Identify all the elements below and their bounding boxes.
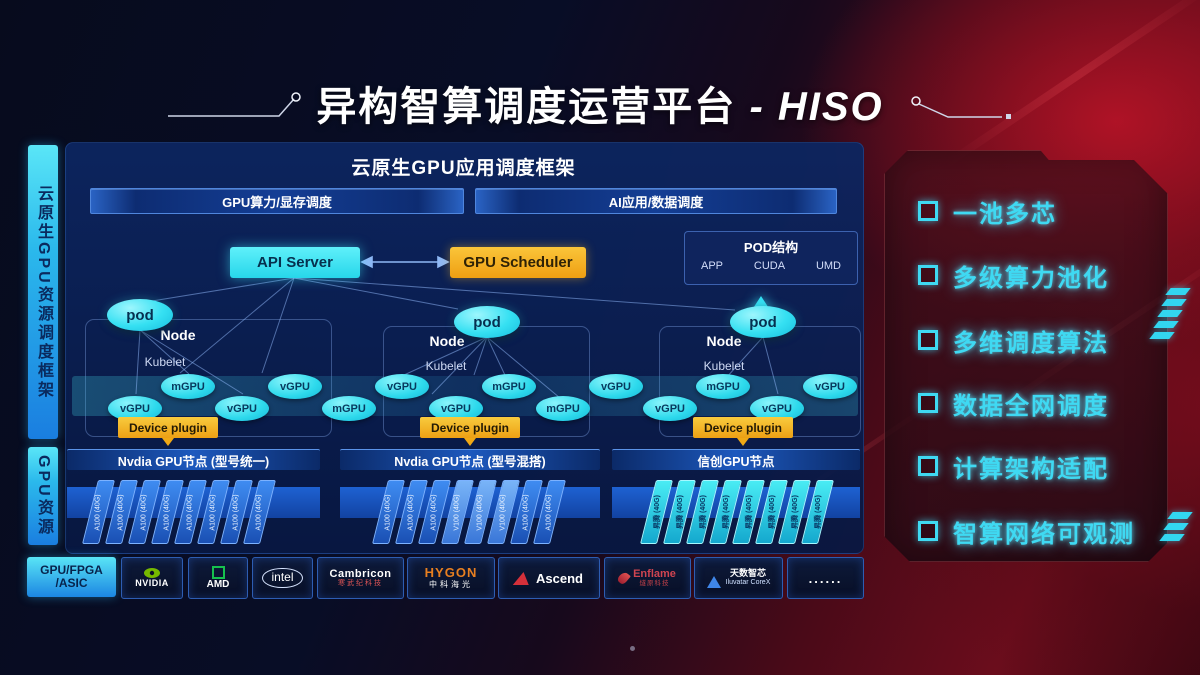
gpu-ellipse: vGPU bbox=[589, 374, 643, 399]
pod-structure-box: POD结构 APP CUDA UMD bbox=[684, 231, 858, 285]
sidebar-gpu-resource-label: GPU资源 bbox=[35, 455, 52, 537]
page-title: 异构智算调度运营平台 - HISO bbox=[0, 74, 1200, 132]
feature-item: 一池多芯 bbox=[918, 196, 1057, 226]
features-panel: 一池多芯 多级算力池化 多维调度算法 数据全网调度 计算架构适配 智算网络可观测 bbox=[884, 150, 1168, 562]
gpu-ellipse: vGPU bbox=[375, 374, 429, 399]
bottom-dot-decoration bbox=[630, 646, 635, 651]
vendor-more: ...... bbox=[787, 557, 864, 599]
device-plugin-badge-1: Device plugin bbox=[118, 417, 218, 438]
device-plugin-badge-3: Device plugin bbox=[693, 417, 793, 438]
gpu-scheduler-box: GPU Scheduler bbox=[450, 247, 586, 278]
kubelet-label-2: Kubelet bbox=[425, 359, 467, 373]
api-server-box: API Server bbox=[230, 247, 360, 278]
node-label-1: Node bbox=[160, 327, 196, 343]
feature-item: 智算网络可观测 bbox=[918, 516, 1135, 546]
sidebar-gpu-resource-bar: GPU资源 bbox=[28, 447, 58, 545]
feature-item: 多维调度算法 bbox=[918, 325, 1109, 355]
vendor-iluvatar: 天数智芯 Iluvatar CoreX bbox=[694, 557, 783, 599]
nvidia-logo-icon bbox=[143, 568, 160, 579]
gpu-section-header-1: Nvdia GPU节点 (型号统一) bbox=[67, 449, 320, 470]
sidebar-hardware-box: GPU/FPGA /ASIC bbox=[27, 557, 116, 597]
kubelet-label-1: Kubelet bbox=[144, 355, 186, 369]
vendor-enflame: Enflame 燧原科技 bbox=[604, 557, 691, 599]
checkbox-icon bbox=[918, 265, 938, 285]
vendor-intel: intel bbox=[252, 557, 313, 599]
hardware-label-line1: GPU/FPGA bbox=[40, 563, 103, 577]
gpu-ellipse: vGPU bbox=[108, 396, 162, 421]
gpu-ellipse: mGPU bbox=[696, 374, 750, 399]
gpu-ellipse: mGPU bbox=[482, 374, 536, 399]
gpu-section-header-2: Nvdia GPU节点 (型号混搭) bbox=[340, 449, 600, 470]
vendor-hygon: HYGON 中科海光 bbox=[407, 557, 495, 599]
page-title-en: - HISO bbox=[749, 85, 884, 129]
gpu-compute-scheduling-bar: GPU算力/显存调度 bbox=[90, 188, 464, 214]
pod-ellipse-2: pod bbox=[454, 306, 520, 338]
vendor-ascend: Ascend bbox=[498, 557, 600, 599]
checkbox-icon bbox=[918, 521, 938, 541]
iluvatar-triangle-icon bbox=[706, 569, 721, 588]
gpu-ellipse: vGPU bbox=[643, 396, 697, 421]
intel-logo-icon: intel bbox=[262, 568, 303, 588]
gpu-ellipse: vGPU bbox=[268, 374, 322, 399]
vendor-cambricon: Cambricon 寒武纪科技 bbox=[317, 557, 404, 599]
feature-item: 多级算力池化 bbox=[918, 260, 1109, 290]
sidebar-framework-label: 云原生GPU资源调度框架 bbox=[35, 184, 52, 400]
gpu-ellipse: mGPU bbox=[322, 396, 376, 421]
framework-panel-title: 云原生GPU应用调度框架 bbox=[351, 158, 576, 179]
pod-structure-title: POD结构 bbox=[743, 240, 799, 255]
gpu-ellipse: mGPU bbox=[161, 374, 215, 399]
checkbox-icon bbox=[918, 456, 938, 476]
node-label-2: Node bbox=[429, 333, 465, 349]
device-plugin-badge-2: Device plugin bbox=[420, 417, 520, 438]
gpu-ellipse: vGPU bbox=[215, 396, 269, 421]
sidebar-framework-bar: 云原生GPU资源调度框架 bbox=[28, 145, 58, 439]
node-label-3: Node bbox=[706, 333, 742, 349]
pod-ellipse-1: pod bbox=[107, 299, 173, 331]
gpu-section-header-3: 信创GPU节点 bbox=[612, 449, 860, 470]
amd-logo-icon bbox=[211, 566, 225, 579]
page-title-zh: 异构智算调度运营平台 bbox=[316, 85, 737, 129]
vendor-amd: AMD bbox=[188, 557, 248, 599]
gpu-ellipse: vGPU bbox=[803, 374, 857, 399]
checkbox-icon bbox=[918, 201, 938, 221]
feature-item: 计算架构适配 bbox=[918, 451, 1109, 481]
hardware-label-line2: /ASIC bbox=[55, 576, 88, 590]
pod-structure-item-app: APP bbox=[701, 260, 724, 272]
pod-ellipse-3: pod bbox=[730, 306, 796, 338]
checkbox-icon bbox=[918, 330, 938, 350]
ai-data-scheduling-bar: AI应用/数据调度 bbox=[475, 188, 837, 214]
checkbox-icon bbox=[918, 393, 938, 413]
pod-structure-item-cuda: CUDA bbox=[753, 260, 786, 272]
gpu-ellipse: mGPU bbox=[536, 396, 590, 421]
kubelet-label-3: Kubelet bbox=[703, 359, 745, 373]
pod-structure-item-umd: UMD bbox=[815, 260, 841, 272]
vendor-nvidia: NVIDIA bbox=[121, 557, 183, 599]
feature-item: 数据全网调度 bbox=[918, 388, 1109, 418]
